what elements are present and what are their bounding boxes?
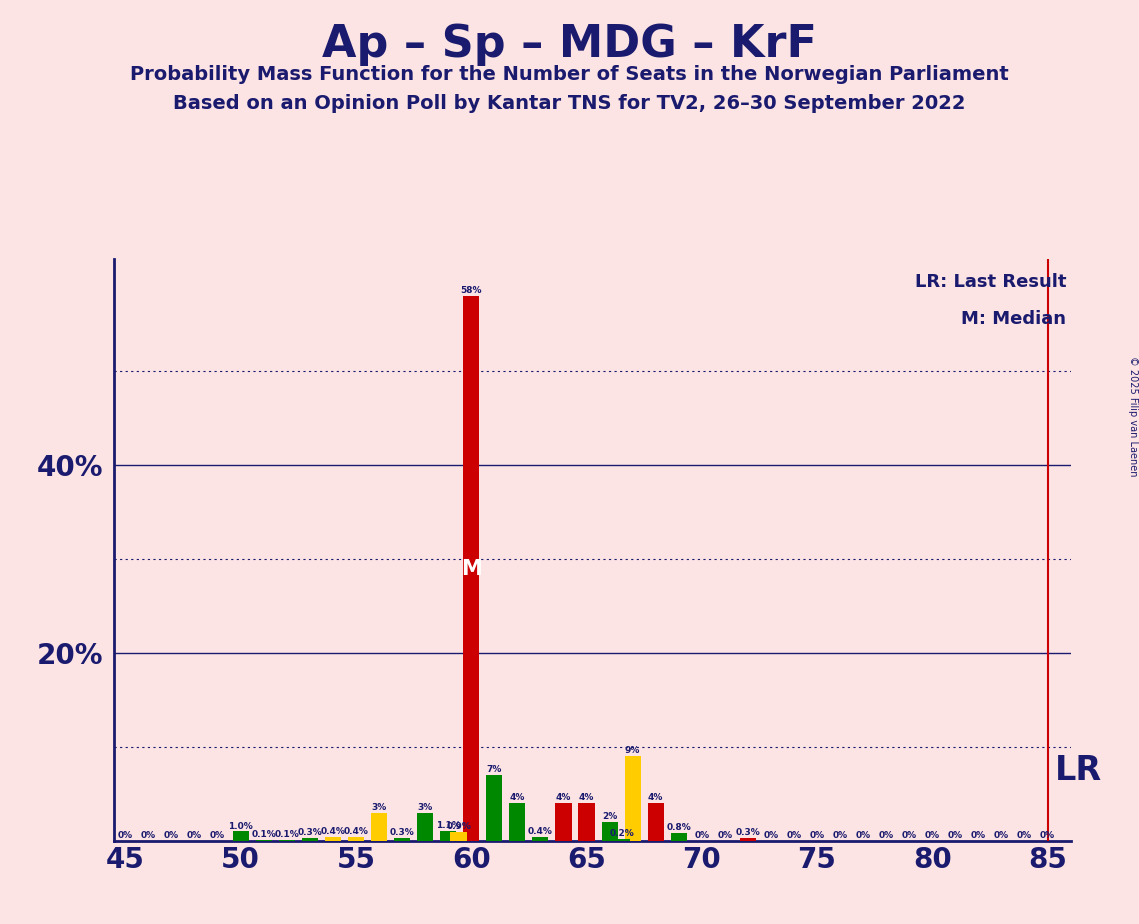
Text: 0%: 0% bbox=[117, 831, 133, 840]
Bar bbox=[371, 813, 387, 841]
Text: 0%: 0% bbox=[855, 831, 870, 840]
Text: LR: LR bbox=[1055, 754, 1101, 787]
Bar bbox=[451, 833, 467, 841]
Text: 0%: 0% bbox=[1040, 831, 1055, 840]
Bar bbox=[532, 837, 549, 841]
Text: 1.0%: 1.0% bbox=[228, 821, 253, 831]
Text: 0%: 0% bbox=[695, 831, 710, 840]
Text: 0%: 0% bbox=[878, 831, 894, 840]
Text: 0.2%: 0.2% bbox=[609, 829, 634, 838]
Bar bbox=[486, 775, 502, 841]
Text: 0.4%: 0.4% bbox=[344, 827, 368, 836]
Text: 0%: 0% bbox=[902, 831, 917, 840]
Text: 0.8%: 0.8% bbox=[666, 823, 691, 833]
Text: Based on an Opinion Poll by Kantar TNS for TV2, 26–30 September 2022: Based on an Opinion Poll by Kantar TNS f… bbox=[173, 94, 966, 114]
Bar bbox=[440, 831, 457, 841]
Text: 0%: 0% bbox=[141, 831, 156, 840]
Text: 0%: 0% bbox=[833, 831, 847, 840]
Bar bbox=[464, 297, 480, 841]
Text: 0%: 0% bbox=[210, 831, 226, 840]
Bar bbox=[394, 838, 410, 841]
Text: 4%: 4% bbox=[579, 794, 595, 802]
Text: 0.1%: 0.1% bbox=[252, 830, 276, 839]
Text: 0%: 0% bbox=[718, 831, 732, 840]
Text: LR: Last Result: LR: Last Result bbox=[915, 273, 1066, 291]
Text: 0%: 0% bbox=[970, 831, 986, 840]
Text: M: Median: M: Median bbox=[961, 310, 1066, 328]
Text: © 2025 Filip van Laenen: © 2025 Filip van Laenen bbox=[1129, 356, 1138, 476]
Text: 0%: 0% bbox=[786, 831, 802, 840]
Text: 58%: 58% bbox=[460, 286, 482, 296]
Text: 9%: 9% bbox=[625, 747, 640, 756]
Text: M: M bbox=[461, 559, 482, 578]
Text: 4%: 4% bbox=[509, 794, 525, 802]
Text: Ap – Sp – MDG – KrF: Ap – Sp – MDG – KrF bbox=[322, 23, 817, 67]
Bar bbox=[302, 838, 318, 841]
Bar bbox=[614, 839, 630, 841]
Text: 4%: 4% bbox=[648, 794, 663, 802]
Text: Probability Mass Function for the Number of Seats in the Norwegian Parliament: Probability Mass Function for the Number… bbox=[130, 65, 1009, 84]
Text: 0.3%: 0.3% bbox=[390, 828, 415, 837]
Text: 0%: 0% bbox=[925, 831, 940, 840]
Text: 0%: 0% bbox=[763, 831, 779, 840]
Bar bbox=[417, 813, 433, 841]
Bar bbox=[624, 757, 641, 841]
Text: 1.1%: 1.1% bbox=[436, 821, 460, 830]
Text: 0%: 0% bbox=[810, 831, 825, 840]
Text: 0%: 0% bbox=[994, 831, 1009, 840]
Text: 0.9%: 0.9% bbox=[446, 822, 472, 832]
Bar bbox=[648, 803, 664, 841]
Text: 0.3%: 0.3% bbox=[736, 828, 760, 837]
Text: 0%: 0% bbox=[164, 831, 179, 840]
Bar bbox=[556, 803, 572, 841]
Text: 0.3%: 0.3% bbox=[297, 828, 322, 837]
Text: 2%: 2% bbox=[601, 812, 617, 821]
Text: 0.4%: 0.4% bbox=[320, 827, 345, 836]
Bar bbox=[232, 832, 248, 841]
Text: 0%: 0% bbox=[1017, 831, 1032, 840]
Text: 0.1%: 0.1% bbox=[274, 830, 300, 839]
Bar bbox=[279, 840, 295, 841]
Text: 0%: 0% bbox=[187, 831, 202, 840]
Bar bbox=[255, 840, 272, 841]
Text: 0.4%: 0.4% bbox=[528, 827, 552, 836]
Bar bbox=[579, 803, 595, 841]
Bar bbox=[325, 837, 341, 841]
Text: 0%: 0% bbox=[948, 831, 962, 840]
Bar bbox=[509, 803, 525, 841]
Bar bbox=[671, 833, 687, 841]
Bar bbox=[347, 837, 364, 841]
Text: 3%: 3% bbox=[418, 803, 433, 812]
Bar bbox=[601, 822, 617, 841]
Text: 3%: 3% bbox=[371, 803, 386, 812]
Text: 4%: 4% bbox=[556, 794, 571, 802]
Bar bbox=[740, 838, 756, 841]
Text: 7%: 7% bbox=[486, 765, 502, 774]
